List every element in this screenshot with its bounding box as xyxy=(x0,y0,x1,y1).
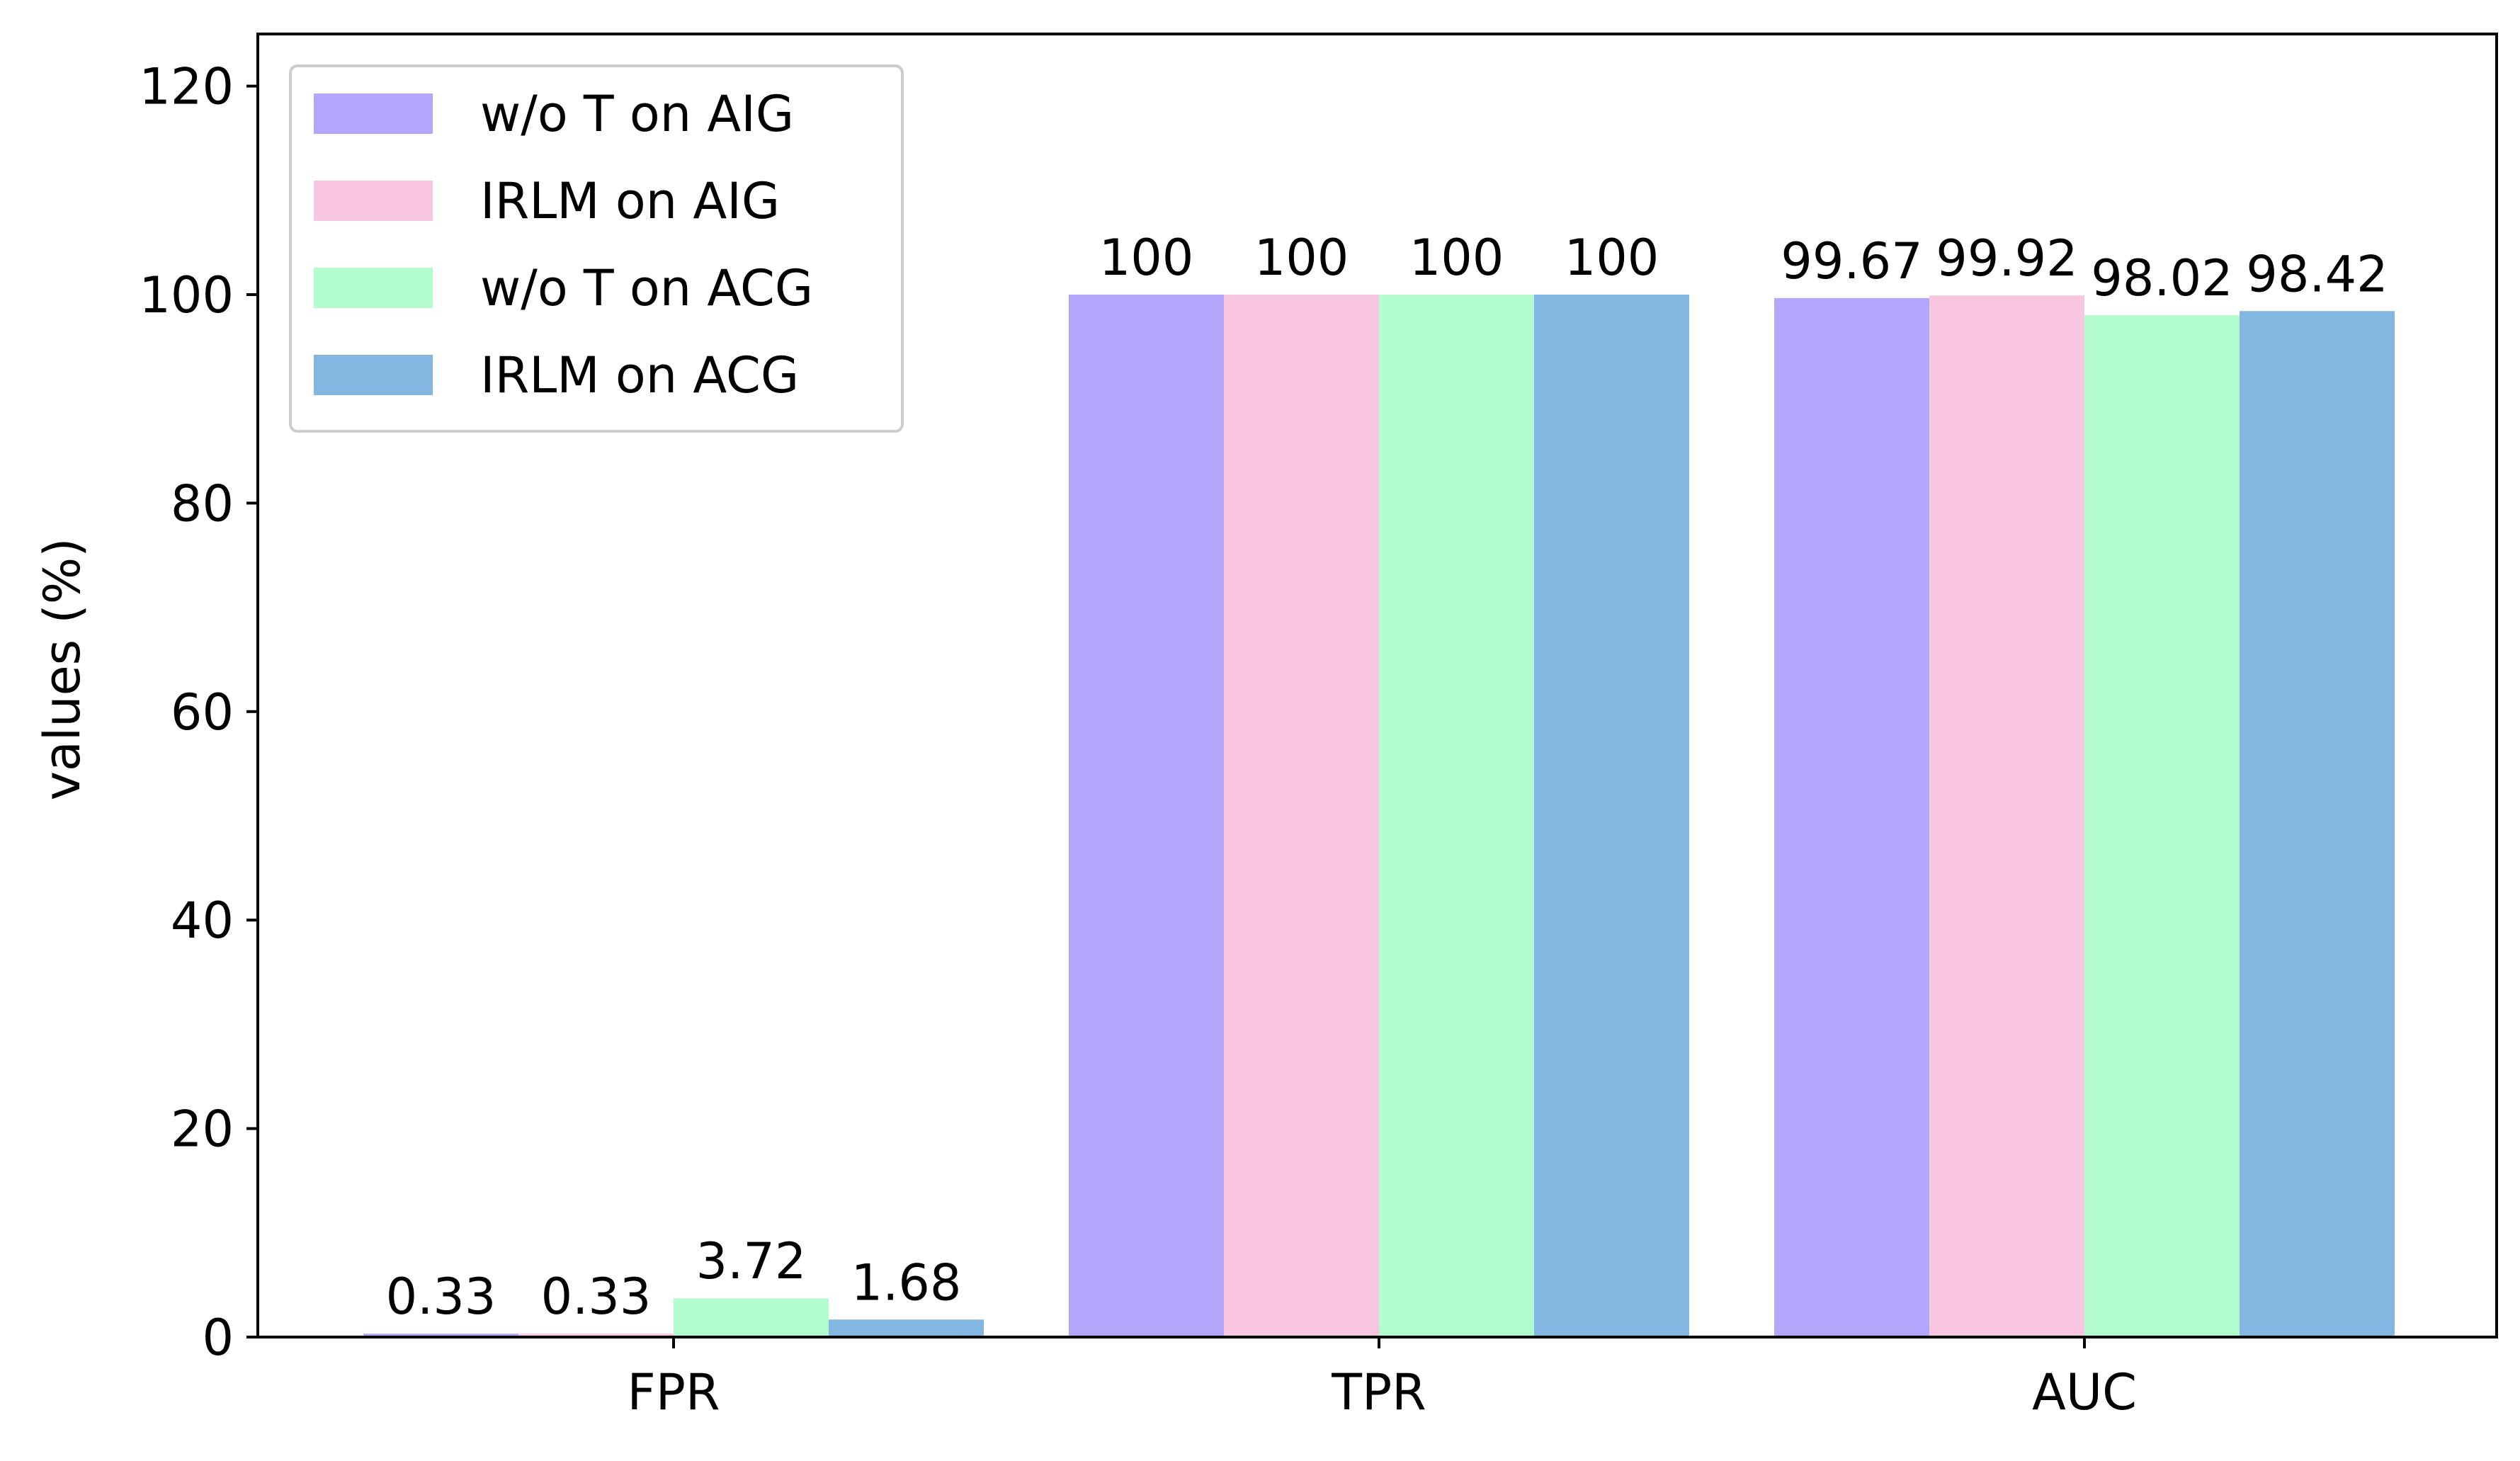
data-labels-layer: 0.33 100 99.67 0.33 100 99.92 3.72 100 98.02 1.68… xyxy=(386,229,2388,1326)
bar-w-o-t-on-aig-auc xyxy=(1774,297,1929,1337)
data-label: 98.42 xyxy=(2246,245,2388,303)
bar-w-o-t-on-acg-fpr xyxy=(674,1298,829,1337)
data-label: 0.33 xyxy=(541,1268,652,1326)
y-tick-label: 80 xyxy=(171,474,234,533)
legend-label: w/o T on AIG xyxy=(480,85,794,143)
data-label: 100 xyxy=(1254,229,1349,287)
bar-irlm-on-aig-fpr xyxy=(518,1334,674,1337)
bar-irlm-on-aig-auc xyxy=(1929,295,2084,1337)
x-tick-label: AUC xyxy=(2032,1363,2137,1421)
legend: w/o T on AIG IRLM on AIG w/o T on ACG IRLM … xyxy=(289,64,904,433)
y-tick-label: 40 xyxy=(171,892,234,950)
x-tick-label: TPR xyxy=(1331,1363,1426,1421)
data-label: 0.33 xyxy=(386,1268,496,1326)
bar-irlm-on-acg-fpr xyxy=(829,1319,984,1337)
y-tick-label: 120 xyxy=(139,58,234,116)
y-tick-label: 100 xyxy=(139,266,234,324)
legend-swatch xyxy=(314,93,433,134)
bar-irlm-on-acg-auc xyxy=(2240,311,2395,1338)
data-label: 100 xyxy=(1409,229,1504,287)
legend-swatch xyxy=(314,268,433,308)
y-axis-title: values (%) xyxy=(33,538,91,800)
data-label: 3.72 xyxy=(696,1232,807,1290)
y-tick-label: 20 xyxy=(171,1101,234,1159)
legend-label: w/o T on ACG xyxy=(480,259,813,317)
legend-swatch xyxy=(314,181,433,221)
bar-w-o-t-on-acg-tpr xyxy=(1379,295,1534,1337)
bar-irlm-on-acg-tpr xyxy=(1534,295,1689,1337)
x-tick-label: FPR xyxy=(627,1363,720,1421)
data-label: 1.68 xyxy=(851,1253,962,1312)
legend-box xyxy=(289,64,904,433)
legend-label: IRLM on AIG xyxy=(480,172,780,230)
bar-w-o-t-on-aig-tpr xyxy=(1069,295,1224,1337)
plot-frame xyxy=(256,33,2498,1338)
bar-irlm-on-aig-tpr xyxy=(1224,295,1379,1337)
data-label: 99.92 xyxy=(1936,229,2077,288)
legend-swatch xyxy=(314,355,433,395)
y-tick-label: 60 xyxy=(171,683,234,741)
data-label: 100 xyxy=(1099,229,1194,287)
data-label: 100 xyxy=(1565,229,1659,287)
legend-label: IRLM on ACG xyxy=(480,346,799,404)
bar-w-o-t-on-aig-fpr xyxy=(363,1334,518,1337)
data-label: 99.67 xyxy=(1781,232,1922,290)
data-label: 98.02 xyxy=(2091,249,2232,307)
bars-layer xyxy=(363,295,2395,1338)
bar-w-o-t-on-acg-auc xyxy=(2084,315,2240,1337)
axes-layer: 0 20 40 60 80 100 120 FPR TPR AUC xyxy=(139,33,2498,1421)
y-tick-label: 0 xyxy=(202,1309,234,1367)
